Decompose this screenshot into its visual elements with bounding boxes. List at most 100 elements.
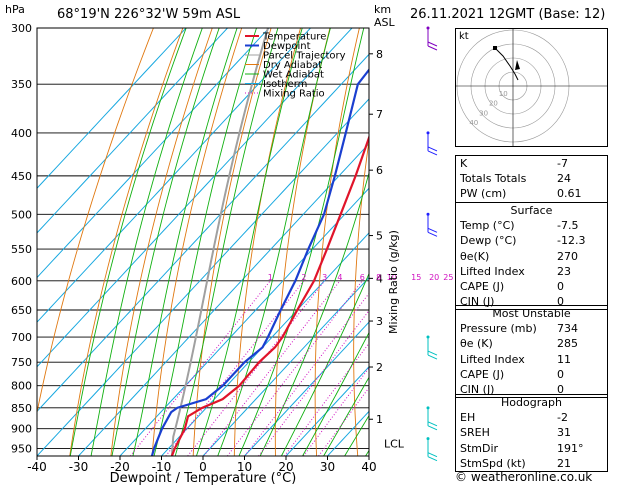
- wet-adiabat-line: [302, 331, 369, 456]
- mixing-ratio-label: 4: [337, 273, 342, 282]
- pressure-tick-label: 600: [11, 275, 32, 288]
- mixing-ratio-line: [258, 309, 369, 456]
- dry-adiabat-line: [69, 28, 184, 456]
- surface-title: Surface: [510, 204, 553, 217]
- isotherm-line: [161, 232, 369, 456]
- mixing-ratio-line: [244, 292, 369, 456]
- wet-adiabat-line: [323, 376, 369, 456]
- index-row: K -7: [456, 156, 607, 171]
- surface-row: Lifted Index 23: [456, 264, 607, 279]
- pressure-tick-label: 400: [11, 127, 32, 140]
- pressure-tick-label: 550: [11, 243, 32, 256]
- surface-value: 0: [557, 280, 564, 294]
- hodograph-stat-label: StmDir: [460, 441, 499, 455]
- pressure-tick-label: 350: [11, 78, 32, 91]
- x-tick-label: -20: [110, 460, 130, 474]
- most-unstable-row: CIN (J) 0: [456, 382, 607, 397]
- surface-label: CIN (J): [460, 295, 495, 309]
- mixing-ratio-line: [284, 342, 369, 456]
- mixing-ratio-line: [303, 367, 369, 456]
- pressure-tick-label: 850: [11, 402, 32, 415]
- mixing-ratio-line: [165, 280, 305, 456]
- mixing-ratio-label: 20: [429, 273, 439, 282]
- km-ticks: 1 2 3 4 5 6 7 8: [369, 48, 383, 426]
- mixing-ratio-line: [318, 386, 369, 456]
- km-tick-label: 1: [376, 413, 383, 426]
- mixing-ratio-label: 25: [443, 273, 453, 282]
- km-tick-label: 7: [376, 108, 383, 121]
- most-unstable-row: θe (K) 285: [456, 336, 607, 351]
- isobar-grid: [37, 27, 369, 449]
- most-unstable-label: θe (K): [460, 337, 493, 351]
- surface-value: 23: [557, 264, 571, 278]
- index-value: 0.61: [557, 187, 582, 201]
- most-unstable-label: CIN (J): [460, 383, 495, 397]
- isotherm-line: [78, 142, 369, 456]
- wind-barb-flag: [427, 150, 438, 156]
- surface-value: 270: [557, 249, 578, 263]
- surface-table: Surface Temp (°C) -7.5 Dewp (°C) -12.3 θe(K)…: [455, 202, 608, 311]
- wind-barb-flag: [427, 41, 438, 47]
- dry-adiabat-line: [37, 28, 154, 415]
- mixing-ratio-label: 8: [376, 273, 381, 282]
- skewt-chart: 3003504004505005506006507007508008509009…: [11, 22, 453, 486]
- index-label: Totals Totals: [460, 172, 527, 186]
- most-unstable-value: 734: [557, 322, 578, 336]
- wind-barb-dot: [426, 406, 430, 410]
- isotherm-line: [285, 366, 369, 456]
- legend-label: Parcel Trajectory: [263, 51, 346, 62]
- dry-adiabat-line: [274, 28, 331, 456]
- pressure-tick-label: 800: [11, 380, 32, 393]
- wind-barb-flag: [427, 45, 438, 51]
- isotherm-line: [37, 28, 311, 323]
- legend-label: Dry Adiabat: [263, 60, 322, 71]
- location-title: 68°19'N 226°32'W 59m ASL: [57, 7, 241, 22]
- wind-barb-flag: [427, 231, 438, 237]
- index-row: PW (cm) 0.61: [456, 186, 607, 201]
- index-value: 24: [557, 172, 571, 186]
- mixing-ratio-line: [203, 280, 341, 456]
- surface-value: -12.3: [557, 234, 586, 248]
- surface-row: CAPE (J) 0: [456, 279, 607, 294]
- temperature-ticks: -40 -30 -20 -10 0 10 20 30 40: [27, 456, 377, 474]
- legend-label: Temperature: [262, 32, 326, 43]
- dewpoint-line: [150, 68, 369, 456]
- x-tick-label: 20: [278, 460, 293, 474]
- index-row: Totals Totals 24: [456, 171, 607, 186]
- x-tick-label: 40: [361, 460, 376, 474]
- hodograph-stat-row: StmDir 191°: [456, 441, 607, 456]
- km-tick-label: 6: [376, 164, 383, 177]
- pressure-tick-label: 500: [11, 208, 32, 221]
- km-tick-label: 2: [376, 361, 383, 374]
- pressure-ticks: 300 350 400 450 500 550 600 650 700 750 800 850 900 9…: [11, 22, 32, 455]
- hodograph-stat-row: SREH 31: [456, 425, 607, 440]
- wind-barb-flag: [427, 452, 438, 458]
- indices-table: K -7 Totals Totals 24 PW (cm) 0.61: [455, 155, 608, 203]
- isotherm-line: [244, 321, 369, 456]
- pressure-tick-label: 650: [11, 304, 32, 317]
- wind-barb-dot: [426, 335, 430, 339]
- wind-barbs: [426, 26, 438, 462]
- hodograph-stat-row: StmSpd (kt) 21: [456, 456, 607, 471]
- wet-adiabat-line: [132, 28, 238, 456]
- surface-label: Lifted Index: [460, 264, 525, 278]
- x-tick-label: -10: [152, 460, 172, 474]
- mixing-ratio-line: [187, 280, 326, 456]
- dry-adiabat-line: [151, 28, 243, 456]
- isotherm-line: [37, 28, 353, 368]
- surface-row: Dewp (°C) -12.3: [456, 233, 607, 248]
- most-unstable-title: Most Unstable: [492, 307, 571, 320]
- hodograph-stat-value: 191°: [557, 441, 584, 455]
- wet-adiabat-line: [281, 272, 369, 456]
- wet-adiabat-line: [153, 28, 257, 456]
- most-unstable-label: Lifted Index: [460, 352, 525, 366]
- most-unstable-table: Most Unstable Pressure (mb) 734 θe (K) 285 L…: [455, 305, 608, 399]
- index-value: -7: [557, 157, 568, 170]
- pressure-tick-label: 300: [11, 22, 32, 35]
- most-unstable-row: Lifted Index 11: [456, 352, 607, 367]
- mixing-ratio-label: 1: [268, 273, 273, 282]
- hodograph-stat-value: 21: [557, 456, 571, 470]
- wet-adiabat-line: [111, 28, 220, 456]
- lcl-label: LCL: [384, 438, 405, 451]
